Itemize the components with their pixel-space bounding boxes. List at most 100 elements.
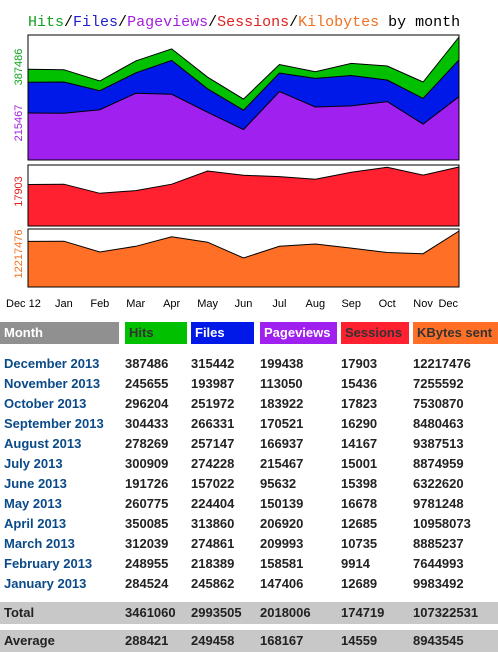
- header-pageviews: Pageviews: [260, 322, 337, 344]
- hits-cell: 248955: [125, 556, 169, 571]
- axis-label: 387486: [13, 49, 25, 86]
- chart-title: Hits/Files/Pageviews/Sessions/Kilobytes …: [28, 12, 460, 34]
- files-cell: 251972: [191, 396, 235, 411]
- pageviews-cell: 170521: [260, 416, 304, 431]
- title-part: Pageviews: [127, 14, 209, 31]
- x-tick-label: Aug: [306, 298, 326, 310]
- x-tick-label: Dec 12: [6, 298, 41, 310]
- table-row: June 2013 191726 157022 95632 15398 6322…: [0, 474, 498, 494]
- hits-cell: 260775: [125, 496, 169, 511]
- x-tick-label: Apr: [163, 298, 180, 310]
- hits-cell: 304433: [125, 416, 169, 431]
- total-row: Total 3461060 2993505 2018006 174719 107…: [0, 602, 498, 624]
- sessions-frame: [27, 164, 460, 227]
- hits-cell: 387486: [125, 356, 169, 371]
- sessions-cell: 10735: [341, 536, 378, 551]
- series-line-kilobytes: [27, 230, 460, 259]
- average-row: Average 288421 249458 168167 14559 89435…: [0, 630, 498, 652]
- month-link[interactable]: October 2013: [4, 396, 87, 411]
- title-part: /: [208, 14, 218, 31]
- x-tick-label: Jan: [55, 298, 73, 310]
- sessions-cell: 16290: [341, 416, 378, 431]
- average-pageviews: 168167: [260, 633, 304, 648]
- x-tick-label: Oct: [379, 298, 396, 310]
- title-part: Kilobytes: [298, 14, 380, 31]
- pageviews-cell: 166937: [260, 436, 304, 451]
- table-row: February 2013 248955 218389 158581 9914 …: [0, 554, 498, 574]
- month-link[interactable]: January 2013: [4, 576, 87, 591]
- x-tick-label: Feb: [90, 298, 109, 310]
- pageviews-cell: 95632: [260, 476, 297, 491]
- table-row: August 2013 278269 257147 166937 14167 9…: [0, 434, 498, 454]
- axis-label: 12217476: [13, 230, 25, 279]
- total-label: Total: [4, 605, 35, 620]
- hits-cell: 296204: [125, 396, 169, 411]
- title-part: /: [64, 14, 74, 31]
- pageviews-cell: 150139: [260, 496, 304, 511]
- hits-cell: 300909: [125, 456, 169, 471]
- table-row: April 2013 350085 313860 206920 12685 10…: [0, 514, 498, 534]
- total-files: 2993505: [191, 605, 242, 620]
- pageviews-cell: 158581: [260, 556, 304, 571]
- series-area-kilobytes: [28, 231, 459, 287]
- kbytes-frame: [27, 228, 460, 288]
- month-link[interactable]: May 2013: [4, 496, 62, 511]
- average-sessions: 14559: [341, 633, 378, 648]
- files-cell: 266331: [191, 416, 235, 431]
- month-link[interactable]: September 2013: [4, 416, 104, 431]
- pageviews-cell: 215467: [260, 456, 304, 471]
- month-link[interactable]: March 2013: [4, 536, 75, 551]
- header-files: Files: [191, 322, 254, 344]
- table-row: March 2013 312039 274861 209993 10735 88…: [0, 534, 498, 554]
- kbytes-cell: 8885237: [413, 536, 464, 551]
- files-cell: 245862: [191, 576, 235, 591]
- average-label: Average: [4, 633, 55, 648]
- month-link[interactable]: August 2013: [4, 436, 82, 451]
- sessions-cell: 17903: [341, 356, 378, 371]
- sessions-cell: 15398: [341, 476, 378, 491]
- table-row: November 2013 245655 193987 113050 15436…: [0, 374, 498, 394]
- files-cell: 313860: [191, 516, 235, 531]
- series-line-sessions: [27, 166, 460, 194]
- pageviews-cell: 147406: [260, 576, 304, 591]
- monthly-chart: 387486 215467 17903 12217476 Dec 12 Jan Feb Mar…: [6, 34, 460, 310]
- kbytes-cell: 9781248: [413, 496, 464, 511]
- table-row: July 2013 300909 274228 215467 15001 887…: [0, 454, 498, 474]
- table-row: May 2013 260775 224404 150139 16678 9781…: [0, 494, 498, 514]
- month-link[interactable]: February 2013: [4, 556, 93, 571]
- files-cell: 315442: [191, 356, 235, 371]
- header-kbytes: KBytes sent: [413, 322, 498, 344]
- series-area-sessions: [28, 167, 459, 226]
- hits-cell: 350085: [125, 516, 169, 531]
- average-files: 249458: [191, 633, 235, 648]
- sessions-cell: 15436: [341, 376, 378, 391]
- sessions-cell: 12685: [341, 516, 378, 531]
- table-row: October 2013 296204 251972 183922 17823 …: [0, 394, 498, 414]
- hits-cell: 312039: [125, 536, 169, 551]
- month-link[interactable]: July 2013: [4, 456, 63, 471]
- sessions-cell: 15001: [341, 456, 378, 471]
- kbytes-cell: 7530870: [413, 396, 464, 411]
- title-part: Files: [73, 14, 119, 31]
- month-link[interactable]: June 2013: [4, 476, 67, 491]
- month-link[interactable]: November 2013: [4, 376, 101, 391]
- pageviews-cell: 206920: [260, 516, 304, 531]
- series-line-hits: [27, 36, 460, 100]
- x-tick-label: Mar: [126, 298, 145, 310]
- month-link[interactable]: April 2013: [4, 516, 67, 531]
- month-link[interactable]: December 2013: [4, 356, 100, 371]
- total-kbytes: 107322531: [413, 605, 479, 620]
- pageviews-cell: 209993: [260, 536, 304, 551]
- x-tick-label: Nov: [413, 298, 433, 310]
- x-tick-label: Dec: [438, 298, 458, 310]
- average-kbytes: 8943545: [413, 633, 464, 648]
- kbytes-cell: 6322620: [413, 476, 464, 491]
- table-row: January 2013 284524 245862 147406 12689 …: [0, 574, 498, 594]
- kbytes-cell: 10958073: [413, 516, 471, 531]
- sessions-cell: 16678: [341, 496, 378, 511]
- average-hits: 288421: [125, 633, 169, 648]
- kbytes-cell: 8480463: [413, 416, 464, 431]
- title-part: by month: [379, 14, 461, 31]
- axis-label: 215467: [13, 105, 25, 142]
- hits-files-pageviews-frame: [27, 34, 460, 161]
